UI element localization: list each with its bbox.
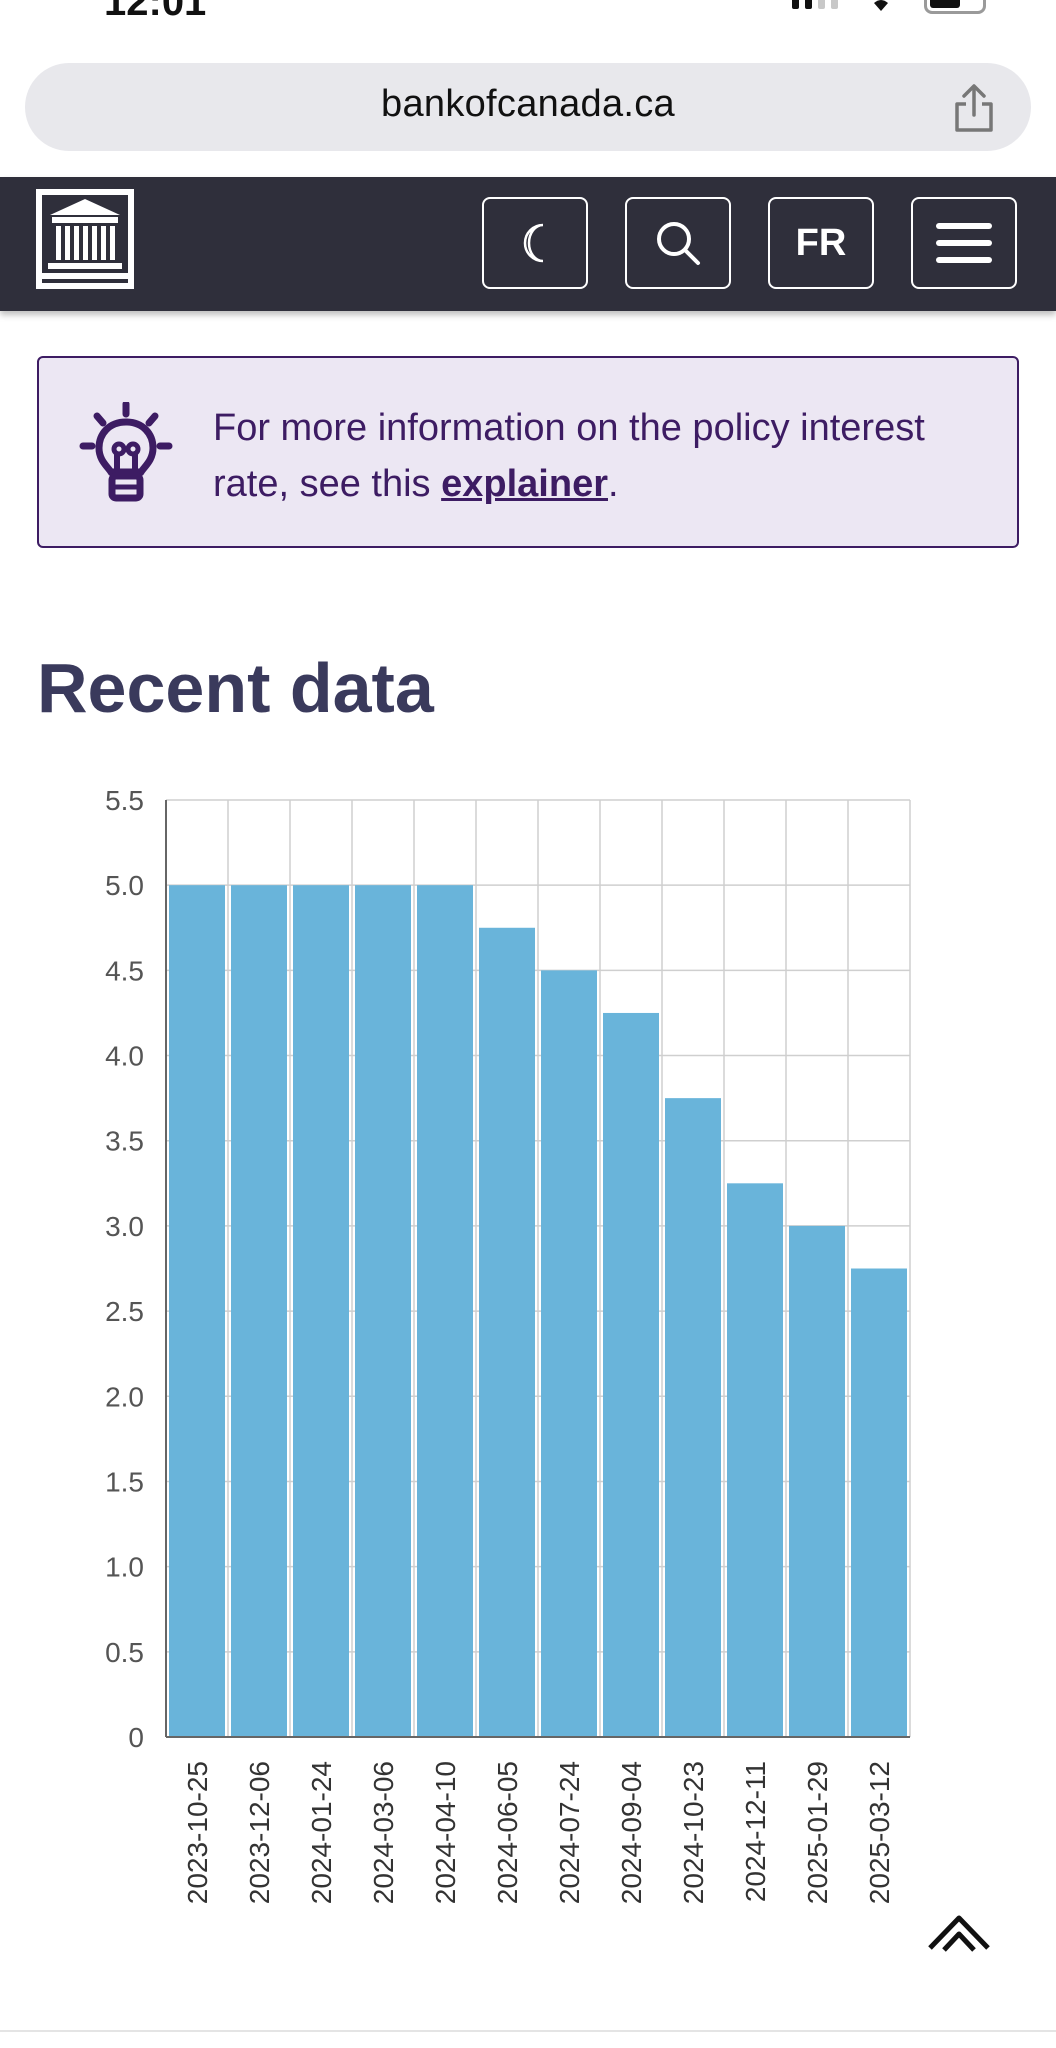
y-tick-label: 2.5 bbox=[105, 1296, 144, 1327]
menu-icon bbox=[936, 223, 992, 263]
bar bbox=[293, 885, 349, 1737]
bar bbox=[851, 1268, 907, 1737]
x-tick-label: 2023-12-06 bbox=[244, 1761, 275, 1904]
x-tick-label: 2024-06-05 bbox=[492, 1761, 523, 1904]
chart-container: 0 0.5 1.0 1.5 2.0 2.5 3.0 3.5 4.0 4.5 5.0 5.5 2023-1… bbox=[0, 770, 1056, 1970]
url-text: bankofcanada.ca bbox=[381, 83, 675, 125]
x-tick-label: 2023-10-25 bbox=[182, 1761, 213, 1904]
bar bbox=[355, 885, 411, 1737]
bar bbox=[231, 885, 287, 1737]
info-text-before: For more information on the policy inter… bbox=[213, 407, 925, 505]
battery-icon bbox=[924, 0, 986, 14]
y-tick-label: 2.0 bbox=[105, 1381, 144, 1412]
url-bar[interactable]: bankofcanada.ca bbox=[25, 63, 1031, 151]
bar bbox=[169, 885, 225, 1737]
y-tick-label: 1.0 bbox=[105, 1552, 144, 1583]
bar bbox=[727, 1183, 783, 1737]
lightbulb-icon bbox=[79, 402, 173, 502]
bar bbox=[541, 970, 597, 1737]
moon-icon bbox=[523, 223, 544, 263]
bar bbox=[603, 1012, 659, 1737]
bar bbox=[479, 927, 535, 1737]
x-tick-label: 2025-01-29 bbox=[802, 1761, 833, 1904]
policy-rate-bar-chart: 0 0.5 1.0 1.5 2.0 2.5 3.0 3.5 4.0 4.5 5.0 5.5 2023-1… bbox=[105, 785, 911, 1904]
share-icon[interactable] bbox=[951, 83, 997, 133]
menu-button[interactable] bbox=[911, 197, 1017, 289]
language-button[interactable]: FR bbox=[768, 197, 874, 289]
x-tick-label: 2025-03-12 bbox=[864, 1761, 895, 1904]
y-tick-label: 1.5 bbox=[105, 1466, 144, 1497]
y-tick-label: 0 bbox=[128, 1722, 144, 1753]
signal-icon bbox=[792, 0, 838, 9]
x-tick-label: 2024-10-23 bbox=[678, 1761, 709, 1904]
back-to-top-icon[interactable] bbox=[926, 1910, 992, 1954]
x-tick-label: 2024-09-04 bbox=[616, 1761, 647, 1904]
status-icons bbox=[792, 0, 986, 16]
status-bar: 12:01 bbox=[0, 0, 1056, 30]
status-time: 12:01 bbox=[104, 0, 207, 24]
dark-mode-button[interactable] bbox=[482, 197, 588, 289]
search-button[interactable] bbox=[625, 197, 731, 289]
section-title: Recent data bbox=[37, 649, 434, 727]
x-tick-label: 2024-12-11 bbox=[740, 1761, 771, 1902]
info-text: For more information on the policy inter… bbox=[213, 400, 973, 512]
y-tick-label: 4.5 bbox=[105, 955, 144, 986]
search-icon bbox=[657, 222, 700, 265]
y-tick-label: 5.5 bbox=[105, 785, 144, 816]
bar bbox=[789, 1225, 845, 1737]
info-text-after: . bbox=[608, 463, 619, 505]
wifi-icon bbox=[874, 0, 888, 11]
y-tick-label: 3.0 bbox=[105, 1211, 144, 1242]
x-tick-label: 2024-03-06 bbox=[368, 1761, 399, 1904]
x-tick-label: 2024-04-10 bbox=[430, 1761, 461, 1904]
site-header: FR bbox=[0, 177, 1056, 311]
bar bbox=[665, 1098, 721, 1737]
y-tick-label: 4.0 bbox=[105, 1041, 144, 1072]
explainer-link[interactable]: explainer bbox=[441, 463, 608, 505]
info-callout: For more information on the policy inter… bbox=[37, 356, 1019, 548]
y-tick-label: 3.5 bbox=[105, 1126, 144, 1157]
y-tick-label: 0.5 bbox=[105, 1637, 144, 1668]
bottom-divider bbox=[0, 2030, 1056, 2032]
x-tick-label: 2024-01-24 bbox=[306, 1761, 337, 1904]
bar bbox=[417, 885, 473, 1737]
bank-logo-icon[interactable] bbox=[36, 189, 134, 289]
y-tick-label: 5.0 bbox=[105, 870, 144, 901]
x-tick-label: 2024-07-24 bbox=[554, 1761, 585, 1904]
